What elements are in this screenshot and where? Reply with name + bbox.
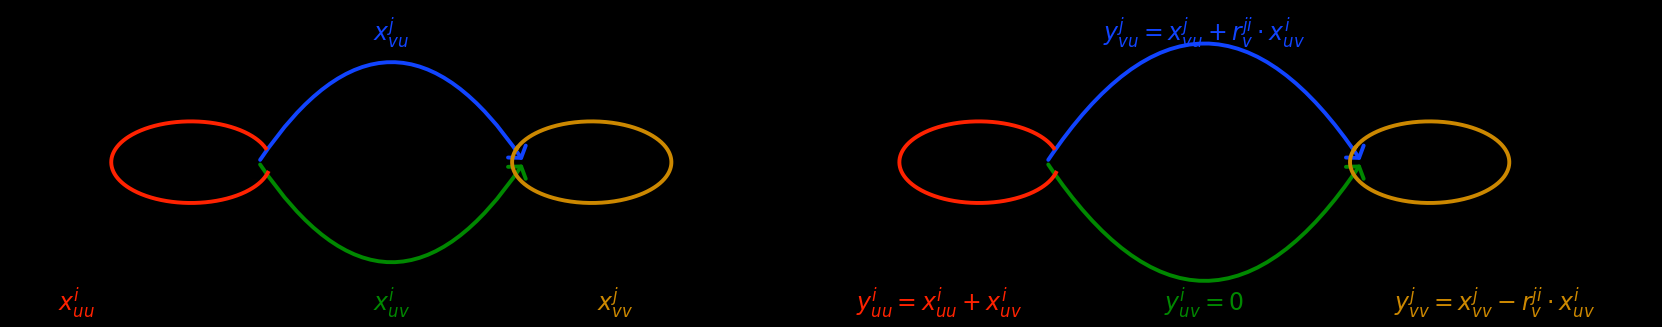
Text: $y^j_{vu} = x^j_{vu} + r^{ji}_v \cdot x^i_{uv}$: $y^j_{vu} = x^j_{vu} + r^{ji}_v \cdot x^…: [1104, 16, 1306, 51]
Text: $x^i_{uv}$: $x^i_{uv}$: [372, 286, 411, 321]
Text: $x^i_{uu}$: $x^i_{uu}$: [58, 286, 95, 321]
Text: $x^j_{vu}$: $x^j_{vu}$: [374, 16, 409, 51]
Text: $x^j_{vv}$: $x^j_{vv}$: [597, 286, 633, 321]
Text: $y^i_{uu} = x^i_{uu} + x^i_{uv}$: $y^i_{uu} = x^i_{uu} + x^i_{uv}$: [856, 286, 1022, 321]
Text: $y^i_{uv} = 0$: $y^i_{uv} = 0$: [1165, 286, 1245, 321]
Text: $y^j_{vv} = x^j_{vv} - r^{ji}_v \cdot x^i_{uv}$: $y^j_{vv} = x^j_{vv} - r^{ji}_v \cdot x^…: [1394, 286, 1596, 321]
